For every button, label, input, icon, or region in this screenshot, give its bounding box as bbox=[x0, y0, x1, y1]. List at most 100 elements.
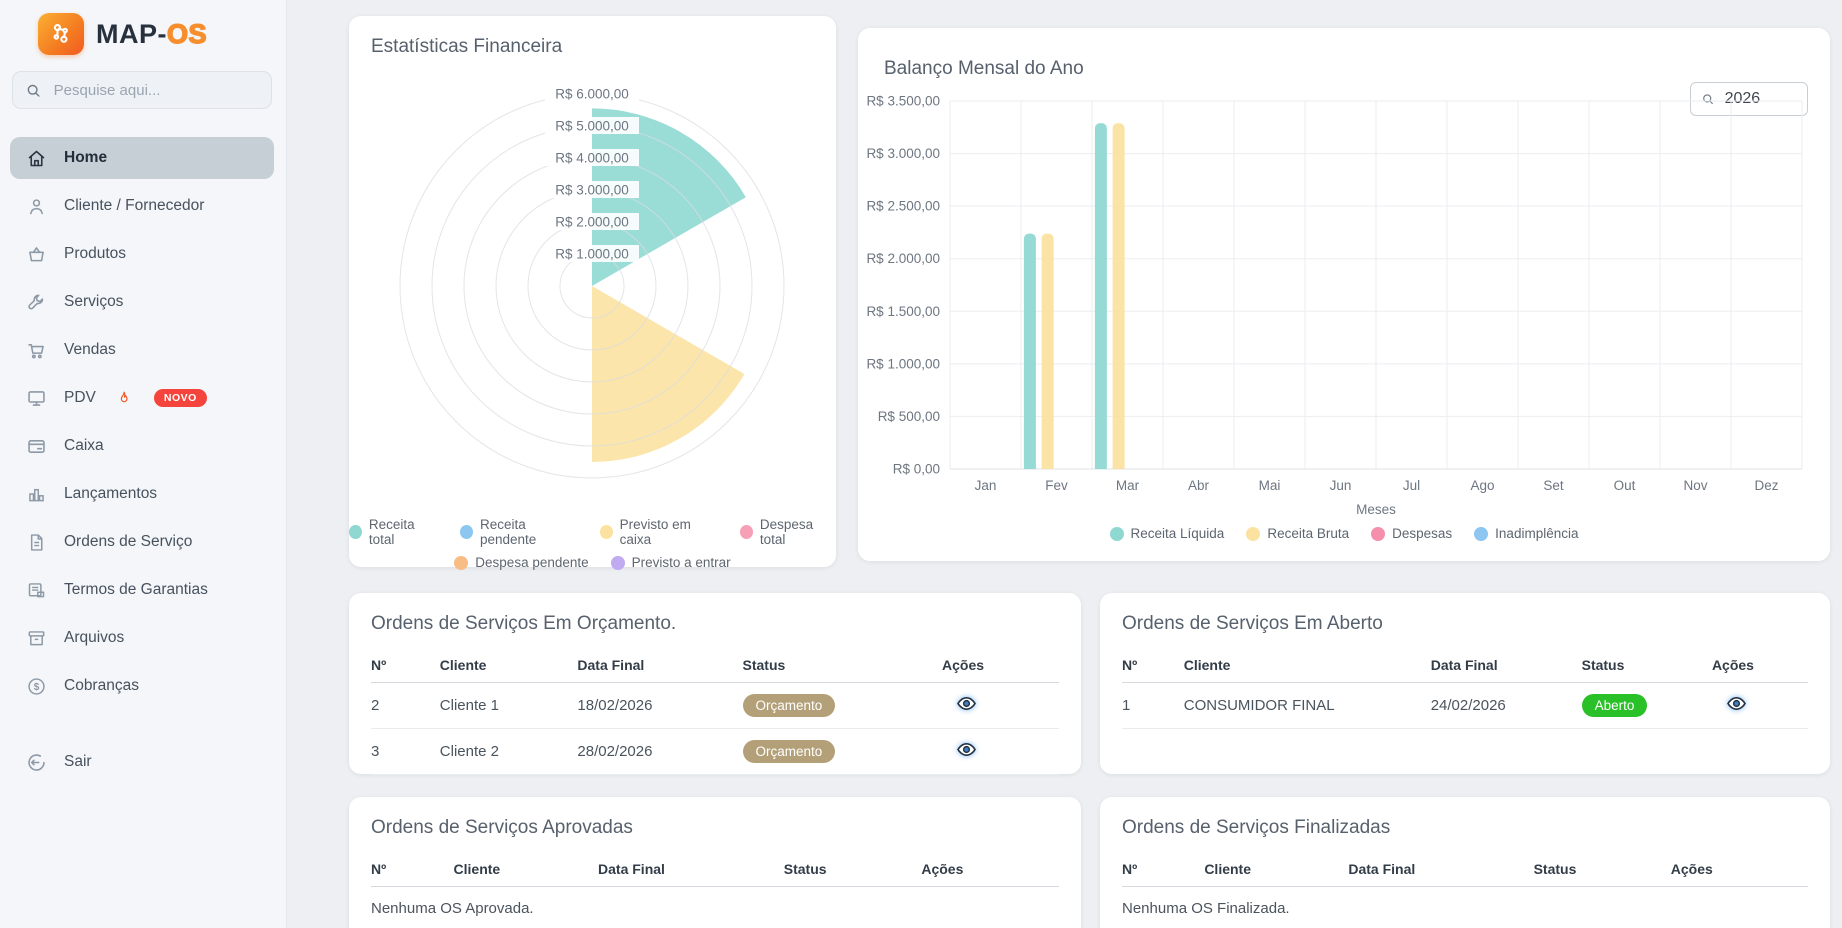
svg-text:Mai: Mai bbox=[1259, 478, 1281, 493]
status-badge: Aberto bbox=[1581, 694, 1648, 717]
empty-table-message: Nenhuma OS Finalizada. bbox=[1122, 900, 1290, 917]
novo-badge: NOVO bbox=[153, 389, 207, 407]
status-badge: Orçamento bbox=[742, 694, 836, 717]
svg-text:R$ 5.000,00: R$ 5.000,00 bbox=[555, 119, 629, 134]
table-row: 1 CONSUMIDOR FINAL 24/02/2026 Aberto bbox=[1122, 682, 1808, 729]
sidebar-item-lancamentos[interactable]: Lançamentos bbox=[10, 473, 274, 515]
svg-text:R$ 3.000,00: R$ 3.000,00 bbox=[555, 183, 629, 198]
col-header-cliente: Cliente bbox=[439, 647, 578, 683]
view-os-button[interactable] bbox=[1726, 693, 1747, 714]
app-logo: MAP-OS bbox=[0, 0, 286, 55]
monitor-icon bbox=[26, 388, 47, 409]
col-header-data-final: Data Final bbox=[577, 647, 743, 683]
polar-chart-legend-row2: Despesa pendente Previsto a entrar bbox=[349, 555, 836, 570]
col-header-cliente: Cliente bbox=[1204, 851, 1349, 887]
col-header-acoes: Ações bbox=[1711, 647, 1808, 683]
sidebar-item-sair[interactable]: Sair bbox=[10, 741, 274, 783]
svg-text:Jan: Jan bbox=[975, 478, 997, 493]
orcamento-table: Nº Cliente Data Final Status Ações 2 Cli… bbox=[371, 647, 1059, 775]
svg-text:R$ 3.500,00: R$ 3.500,00 bbox=[866, 94, 940, 109]
aprovadas-table: Nº Cliente Data Final Status Ações Nenhu… bbox=[371, 851, 1059, 927]
sidebar-nav: Home Cliente / Fornecedor Produtos Servi… bbox=[0, 137, 286, 783]
col-header-data-final: Data Final bbox=[1348, 851, 1534, 887]
flame-icon bbox=[117, 390, 131, 406]
sidebar-item-pdv[interactable]: PDV NOVO bbox=[10, 377, 274, 419]
financial-stats-polar-chart: R$ 1.000,00 R$ 2.000,00 R$ 3.000,00 R$ 4.00… bbox=[399, 85, 785, 479]
sidebar-item-servicos[interactable]: Serviços bbox=[10, 281, 274, 323]
home-icon bbox=[26, 148, 47, 169]
svg-text:R$ 1.500,00: R$ 1.500,00 bbox=[866, 304, 940, 319]
svg-text:Meses: Meses bbox=[1356, 502, 1396, 517]
svg-text:R$ 6.000,00: R$ 6.000,00 bbox=[555, 87, 629, 102]
year-input[interactable] bbox=[1724, 90, 1797, 108]
balance-card-title: Balanço Mensal do Ano bbox=[884, 58, 1084, 79]
col-header-status: Status bbox=[742, 647, 943, 683]
view-os-button[interactable] bbox=[956, 739, 977, 760]
svg-text:R$ 2.000,00: R$ 2.000,00 bbox=[555, 215, 629, 230]
stats-card-title: Estatísticas Financeira bbox=[371, 36, 563, 57]
wallet-icon bbox=[26, 436, 47, 457]
col-header-numero: Nº bbox=[371, 647, 440, 683]
sidebar: MAP-OS Home Cliente / Fornecedor Produto… bbox=[0, 0, 287, 928]
os-finalizadas-card: Ordens de Serviços Finalizadas Nº Client… bbox=[1100, 797, 1830, 928]
bar-chart-icon bbox=[26, 484, 47, 505]
svg-text:R$ 500,00: R$ 500,00 bbox=[878, 409, 940, 424]
os-aberto-card: Ordens de Serviços Em Aberto Nº Cliente … bbox=[1100, 593, 1830, 774]
financial-stats-card: Estatísticas Financeira R$ 1.000,00 R$ 2.… bbox=[349, 16, 836, 570]
aberto-table: Nº Cliente Data Final Status Ações 1 CON… bbox=[1122, 647, 1808, 729]
svg-text:Nov: Nov bbox=[1683, 478, 1707, 493]
basket-icon bbox=[26, 244, 47, 265]
svg-text:Fev: Fev bbox=[1045, 478, 1068, 493]
aberto-table-title: Ordens de Serviços Em Aberto bbox=[1122, 613, 1383, 634]
svg-text:Set: Set bbox=[1543, 478, 1564, 493]
wrench-icon bbox=[26, 292, 47, 313]
warranty-doc-icon bbox=[26, 580, 47, 601]
col-header-cliente: Cliente bbox=[1183, 647, 1431, 683]
sidebar-item-cobrancas[interactable]: $ Cobranças bbox=[10, 665, 274, 707]
svg-text:R$ 2.500,00: R$ 2.500,00 bbox=[866, 199, 940, 214]
finalizadas-table-title: Ordens de Serviços Finalizadas bbox=[1122, 817, 1391, 838]
sidebar-item-caixa[interactable]: Caixa bbox=[10, 425, 274, 467]
sidebar-item-home[interactable]: Home bbox=[10, 137, 274, 179]
archive-icon bbox=[26, 628, 47, 649]
col-header-acoes: Ações bbox=[942, 647, 1059, 683]
col-header-status: Status bbox=[1533, 851, 1671, 887]
sidebar-search bbox=[12, 71, 272, 109]
table-row: 2 Cliente 1 18/02/2026 Orçamento bbox=[371, 682, 1059, 729]
view-os-button[interactable] bbox=[956, 693, 977, 714]
orcamento-table-title: Ordens de Serviços Em Orçamento. bbox=[371, 613, 677, 634]
svg-text:R$ 3.000,00: R$ 3.000,00 bbox=[866, 146, 940, 161]
col-header-numero: Nº bbox=[371, 851, 454, 887]
sidebar-item-vendas[interactable]: Vendas bbox=[10, 329, 274, 371]
col-header-cliente: Cliente bbox=[453, 851, 599, 887]
sidebar-item-cliente-fornecedor[interactable]: Cliente / Fornecedor bbox=[10, 185, 274, 227]
col-header-numero: Nº bbox=[1122, 851, 1205, 887]
bar-chart-legend: Receita Líquida Receita Bruta Despesas Inad… bbox=[858, 526, 1830, 541]
aprovadas-table-title: Ordens de Serviços Aprovadas bbox=[371, 817, 633, 838]
col-header-status: Status bbox=[1581, 647, 1712, 683]
svg-text:Jul: Jul bbox=[1403, 478, 1420, 493]
col-header-status: Status bbox=[783, 851, 922, 887]
svg-text:Jun: Jun bbox=[1330, 478, 1352, 493]
sidebar-item-arquivos[interactable]: Arquivos bbox=[10, 617, 274, 659]
year-search-icon bbox=[1703, 94, 1713, 105]
dollar-circle-icon: $ bbox=[26, 676, 47, 697]
col-header-numero: Nº bbox=[1122, 647, 1184, 683]
document-icon bbox=[26, 532, 47, 553]
svg-text:Dez: Dez bbox=[1754, 478, 1778, 493]
os-aprovadas-card: Ordens de Serviços Aprovadas Nº Cliente … bbox=[349, 797, 1081, 928]
sidebar-item-produtos[interactable]: Produtos bbox=[10, 233, 274, 275]
sidebar-item-termos-de-garantias[interactable]: Termos de Garantias bbox=[10, 569, 274, 611]
svg-text:R$ 0,00: R$ 0,00 bbox=[893, 462, 940, 477]
logout-icon bbox=[26, 752, 47, 773]
col-header-data-final: Data Final bbox=[598, 851, 784, 887]
svg-text:Out: Out bbox=[1614, 478, 1636, 493]
monthly-balance-card: Balanço Mensal do Ano R$ 0,00 R$ 500,00 R$… bbox=[858, 28, 1830, 561]
sidebar-item-ordens-de-servico[interactable]: Ordens de Serviço bbox=[10, 521, 274, 563]
table-row: 3 Cliente 2 28/02/2026 Orçamento bbox=[371, 728, 1059, 775]
year-filter bbox=[1690, 82, 1808, 116]
search-input[interactable] bbox=[53, 81, 259, 99]
brand-name: MAP-OS bbox=[96, 18, 208, 50]
svg-text:$: $ bbox=[34, 682, 40, 693]
search-icon bbox=[27, 84, 40, 97]
